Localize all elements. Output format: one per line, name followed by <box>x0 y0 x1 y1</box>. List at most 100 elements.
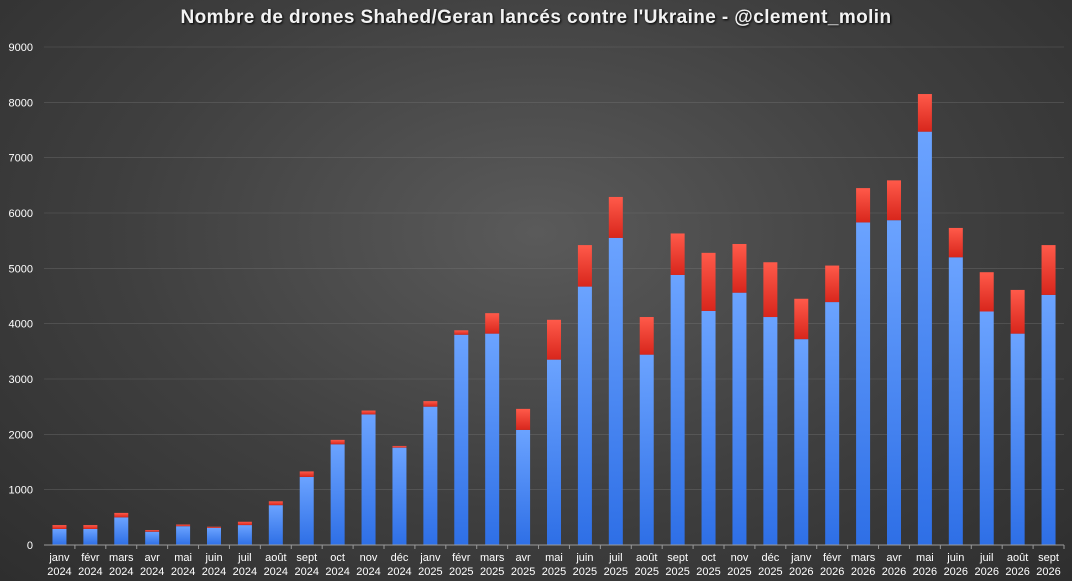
bar-segment-red <box>701 252 716 311</box>
y-tick-label: 5000 <box>9 263 33 275</box>
bar-segment-blue <box>825 302 840 545</box>
x-tick-month: avr <box>145 552 161 564</box>
x-tick-month: févr <box>452 552 471 564</box>
bar-segment-red <box>917 94 932 132</box>
bar-segment-red <box>330 439 345 445</box>
y-tick-label: 4000 <box>9 319 33 331</box>
bar-segment-red <box>856 188 871 223</box>
x-tick-month: nov <box>360 552 378 564</box>
x-tick-year: 2025 <box>511 566 535 578</box>
bar-segment-red <box>454 330 469 335</box>
x-tick-month: août <box>265 552 286 564</box>
x-tick-month: août <box>1007 552 1028 564</box>
x-tick-year: 2025 <box>634 566 658 578</box>
bar-segment-red <box>763 262 778 318</box>
x-tick-year: 2026 <box>789 566 813 578</box>
y-tick-label: 8000 <box>9 97 33 109</box>
bar-segment-red <box>361 410 376 415</box>
bar-segment-blue <box>701 310 716 545</box>
bar-segment-blue <box>145 531 160 545</box>
bar-segment-red <box>639 317 654 355</box>
bar-segment-blue <box>485 333 500 545</box>
bar-segment-red <box>52 525 67 529</box>
x-tick-year: 2025 <box>480 566 504 578</box>
x-tick-month: mars <box>480 552 505 564</box>
x-tick-month: avr <box>886 552 902 564</box>
bar-segment-blue <box>83 528 98 545</box>
bar-segment-blue <box>392 447 407 545</box>
y-tick-label: 2000 <box>9 429 33 441</box>
y-tick-label: 3000 <box>9 374 33 386</box>
x-tick-month: août <box>636 552 657 564</box>
bar-segment-blue <box>763 317 778 545</box>
bar-segment-red <box>547 319 561 360</box>
chart-title: Nombre de drones Shahed/Geran lancés con… <box>180 7 892 28</box>
x-tick-year: 2024 <box>171 566 195 578</box>
x-tick-month: mai <box>916 552 934 564</box>
x-tick-year: 2026 <box>913 566 937 578</box>
bar-segment-blue <box>114 517 129 545</box>
x-tick-year: 2026 <box>851 566 875 578</box>
bar-segment-blue <box>917 131 932 545</box>
bar-segment-blue <box>979 311 994 545</box>
x-tick-year: 2025 <box>758 566 782 578</box>
x-tick-month: sept <box>296 552 317 564</box>
x-tick-month: févr <box>81 552 100 564</box>
x-tick-month: mai <box>545 552 563 564</box>
x-tick-year: 2026 <box>944 566 968 578</box>
x-tick-month: mars <box>109 552 134 564</box>
x-tick-year: 2026 <box>1036 566 1060 578</box>
x-tick-month: juil <box>237 552 251 564</box>
bar-segment-blue <box>948 257 963 545</box>
bar-segment-red <box>83 525 98 529</box>
x-tick-month: oct <box>701 552 716 564</box>
bar-segment-blue <box>361 414 376 545</box>
x-tick-year: 2024 <box>325 566 349 578</box>
x-tick-month: juin <box>946 552 964 564</box>
bar-segment-blue <box>670 274 685 545</box>
bar-segment-red <box>670 233 685 275</box>
x-tick-month: juil <box>979 552 993 564</box>
bar-segment-blue <box>423 406 438 545</box>
x-tick-year: 2025 <box>696 566 720 578</box>
x-tick-month: févr <box>823 552 842 564</box>
x-tick-year: 2025 <box>604 566 628 578</box>
bar-segment-blue <box>639 354 654 545</box>
bar-segment-red <box>114 512 129 518</box>
bar-segment-blue <box>856 222 871 545</box>
x-tick-year: 2024 <box>294 566 318 578</box>
bar-segment-blue <box>887 220 901 545</box>
bar-segment-red <box>237 521 252 526</box>
bar-segment-red <box>423 401 438 407</box>
bar-segment-red <box>392 445 407 448</box>
x-tick-year: 2025 <box>449 566 473 578</box>
x-tick-year: 2025 <box>418 566 442 578</box>
x-tick-month: juin <box>204 552 222 564</box>
x-tick-month: mars <box>851 552 876 564</box>
x-tick-year: 2026 <box>882 566 906 578</box>
x-tick-year: 2026 <box>820 566 844 578</box>
bar-segment-red <box>887 180 901 221</box>
bar-segment-red <box>1041 245 1056 295</box>
x-tick-month: déc <box>391 552 409 564</box>
x-tick-year: 2024 <box>47 566 71 578</box>
x-tick-month: janv <box>48 552 70 564</box>
bar-segment-blue <box>176 526 191 545</box>
x-tick-year: 2025 <box>573 566 597 578</box>
bar-segment-red <box>608 196 623 238</box>
x-tick-year: 2024 <box>264 566 288 578</box>
y-tick-label: 6000 <box>9 208 33 220</box>
bar-segment-red <box>176 524 191 527</box>
bar-segment-blue <box>1041 294 1056 545</box>
bar-segment-blue <box>577 286 592 545</box>
x-tick-year: 2024 <box>140 566 164 578</box>
bar-segment-blue <box>454 334 469 545</box>
bar-segment-blue <box>299 476 314 545</box>
bar-segment-red <box>825 265 840 303</box>
x-tick-year: 2024 <box>109 566 133 578</box>
x-tick-year: 2026 <box>974 566 998 578</box>
x-tick-year: 2024 <box>387 566 411 578</box>
bar-segment-blue <box>207 527 221 545</box>
